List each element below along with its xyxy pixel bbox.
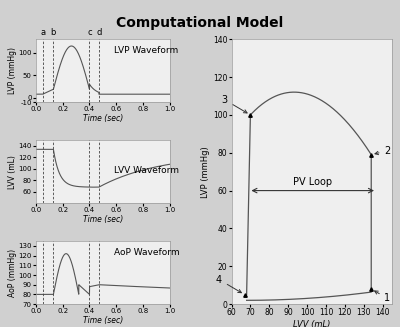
Text: Computational Model: Computational Model — [116, 16, 284, 30]
X-axis label: Time (sec): Time (sec) — [83, 215, 123, 224]
Y-axis label: LVP (mmHg): LVP (mmHg) — [201, 146, 210, 198]
Y-axis label: AoP (mmHg): AoP (mmHg) — [8, 249, 17, 297]
Text: 2: 2 — [375, 146, 391, 156]
X-axis label: LVV (mL): LVV (mL) — [293, 320, 330, 327]
Text: 1: 1 — [374, 291, 390, 303]
Text: d: d — [96, 28, 102, 37]
Text: PV Loop: PV Loop — [293, 177, 332, 187]
Text: LVP Waveform: LVP Waveform — [114, 46, 178, 55]
Text: LVV Waveform: LVV Waveform — [114, 166, 178, 175]
Text: b: b — [51, 28, 56, 37]
Text: AoP Waveform: AoP Waveform — [114, 248, 179, 257]
X-axis label: Time (sec): Time (sec) — [83, 316, 123, 325]
Text: 3: 3 — [222, 95, 247, 113]
Text: a: a — [40, 28, 45, 37]
Y-axis label: LVV (mL): LVV (mL) — [8, 155, 17, 189]
Text: c: c — [87, 28, 92, 37]
Y-axis label: LVP (mmHg): LVP (mmHg) — [8, 47, 17, 94]
X-axis label: Time (sec): Time (sec) — [83, 114, 123, 123]
Text: 4: 4 — [216, 274, 242, 293]
